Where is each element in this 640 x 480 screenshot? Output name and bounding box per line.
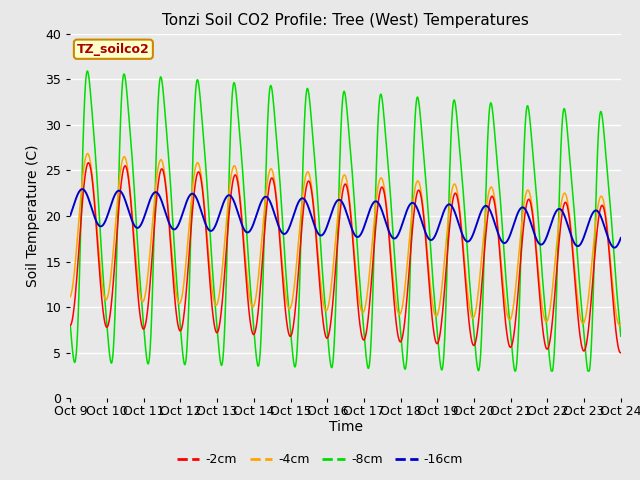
-2cm — [351, 266, 359, 272]
-8cm — [351, 209, 359, 215]
-2cm — [67, 323, 74, 328]
-4cm — [617, 321, 625, 327]
-16cm — [67, 212, 74, 218]
Text: TZ_soilco2: TZ_soilco2 — [77, 43, 150, 56]
-16cm — [408, 200, 416, 206]
-4cm — [351, 258, 359, 264]
-2cm — [169, 275, 177, 281]
-8cm — [217, 361, 225, 367]
-8cm — [617, 334, 625, 339]
Y-axis label: Soil Temperature (C): Soil Temperature (C) — [26, 145, 40, 287]
-4cm — [67, 294, 74, 300]
-16cm — [611, 245, 618, 251]
-16cm — [617, 235, 625, 241]
-4cm — [84, 151, 92, 156]
Line: -4cm: -4cm — [70, 154, 621, 325]
-2cm — [408, 228, 416, 233]
-4cm — [408, 205, 416, 211]
-4cm — [616, 323, 623, 328]
-8cm — [169, 224, 177, 229]
-16cm — [351, 232, 359, 238]
-16cm — [593, 208, 601, 214]
Legend: -2cm, -4cm, -8cm, -16cm: -2cm, -4cm, -8cm, -16cm — [172, 448, 468, 471]
-16cm — [78, 186, 86, 192]
-4cm — [509, 306, 517, 312]
-4cm — [169, 264, 177, 269]
-16cm — [509, 224, 517, 229]
X-axis label: Time: Time — [328, 420, 363, 434]
Line: -2cm: -2cm — [70, 163, 621, 353]
Title: Tonzi Soil CO2 Profile: Tree (West) Temperatures: Tonzi Soil CO2 Profile: Tree (West) Temp… — [162, 13, 529, 28]
-4cm — [593, 211, 601, 216]
-8cm — [67, 324, 74, 329]
-2cm — [617, 350, 625, 356]
-8cm — [593, 161, 601, 167]
-8cm — [408, 191, 416, 196]
-16cm — [169, 226, 177, 232]
-2cm — [217, 313, 225, 319]
Line: -8cm: -8cm — [70, 71, 621, 371]
-4cm — [217, 281, 225, 287]
Line: -16cm: -16cm — [70, 189, 621, 248]
-2cm — [84, 160, 92, 166]
-16cm — [217, 208, 225, 214]
-2cm — [509, 337, 517, 343]
-2cm — [593, 230, 601, 236]
-2cm — [617, 350, 625, 356]
-8cm — [511, 368, 519, 374]
-8cm — [509, 357, 517, 362]
-8cm — [84, 68, 92, 74]
